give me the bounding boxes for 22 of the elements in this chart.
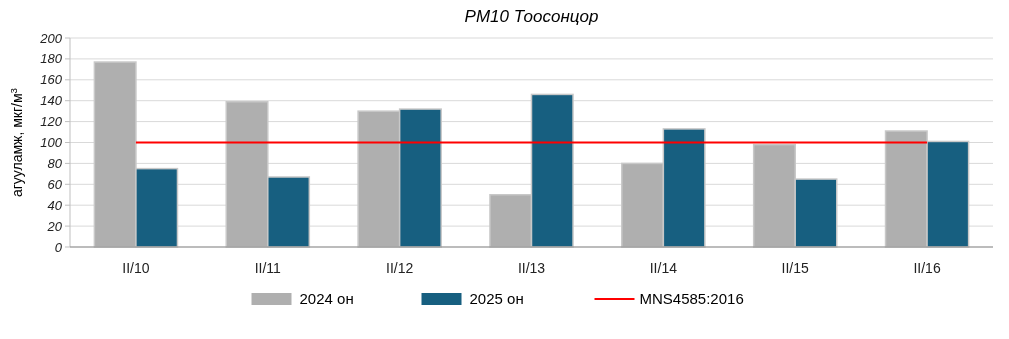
y-tick-label: 60 bbox=[47, 176, 63, 192]
y-tick-label: 160 bbox=[40, 72, 63, 88]
legend-label: 2024 он bbox=[299, 290, 354, 308]
y-tick-label: 140 bbox=[40, 93, 63, 109]
y-tick-label: 180 bbox=[40, 51, 63, 67]
y-tick-label: 200 bbox=[39, 30, 63, 46]
x-tick-label: II/11 bbox=[254, 260, 282, 276]
x-tick-label: II/14 bbox=[649, 260, 678, 276]
legend-label: MNS4585:2016 bbox=[639, 290, 744, 308]
y-tick-label: 20 bbox=[46, 218, 63, 234]
y-tick-label: 100 bbox=[40, 135, 63, 151]
x-tick-label: II/15 bbox=[781, 260, 810, 276]
x-tick-label: II/13 bbox=[517, 260, 546, 276]
x-tick-label: II/16 bbox=[913, 260, 941, 276]
y-tick-label: 0 bbox=[54, 239, 63, 255]
x-tick-label: II/12 bbox=[386, 260, 414, 276]
x-tick-label: II/10 bbox=[122, 260, 150, 276]
legend-label: 2025 он bbox=[469, 290, 524, 308]
y-tick-label: 40 bbox=[47, 197, 63, 213]
y-tick-label: 120 bbox=[40, 114, 63, 130]
chart-title: PM10 Тоосонцор bbox=[464, 7, 599, 26]
y-tick-label: 80 bbox=[47, 155, 63, 171]
